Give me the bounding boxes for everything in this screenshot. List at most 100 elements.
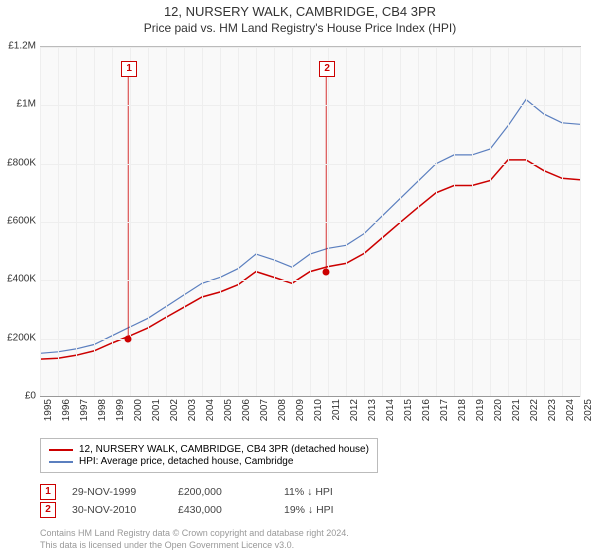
x-tick-label: 1995: [43, 399, 54, 421]
transaction-delta: 11% ↓ HPI: [284, 486, 374, 498]
gridline-v: [454, 47, 455, 397]
gridline-v: [220, 47, 221, 397]
gridline-v: [76, 47, 77, 397]
x-tick-label: 2001: [151, 399, 162, 421]
x-tick-label: 2015: [403, 399, 414, 421]
x-tick-label: 2003: [187, 399, 198, 421]
y-tick-label: £0: [25, 391, 36, 402]
transaction-date: 30-NOV-2010: [72, 504, 162, 516]
transaction-date: 29-NOV-1999: [72, 486, 162, 498]
y-axis: £0£200K£400K£600K£800K£1M£1.2M: [0, 46, 41, 396]
transaction-price: £430,000: [178, 504, 268, 516]
gridline-v: [400, 47, 401, 397]
chart-subtitle: Price paid vs. HM Land Registry's House …: [0, 21, 600, 35]
gridline-v: [112, 47, 113, 397]
x-tick-label: 2017: [439, 399, 450, 421]
marker-dot: [125, 335, 132, 342]
x-tick-label: 2022: [529, 399, 540, 421]
gridline-v: [364, 47, 365, 397]
transaction-row: 1 29-NOV-1999 £200,000 11% ↓ HPI: [40, 484, 374, 500]
gridline-v: [256, 47, 257, 397]
x-tick-label: 2021: [511, 399, 522, 421]
gridline-v: [166, 47, 167, 397]
gridline-v: [580, 47, 581, 397]
transaction-row: 2 30-NOV-2010 £430,000 19% ↓ HPI: [40, 502, 374, 518]
x-tick-label: 2011: [331, 399, 342, 421]
gridline-v: [40, 47, 41, 397]
y-tick-label: £200K: [7, 332, 36, 343]
gridline-v: [436, 47, 437, 397]
transaction-marker: 1: [40, 484, 56, 500]
marker-box: 1: [121, 61, 137, 77]
y-tick-label: £400K: [7, 274, 36, 285]
gridline-v: [418, 47, 419, 397]
x-tick-label: 2002: [169, 399, 180, 421]
x-tick-label: 1997: [79, 399, 90, 421]
title-block: 12, NURSERY WALK, CAMBRIDGE, CB4 3PR Pri…: [0, 0, 600, 35]
legend-swatch: [49, 449, 73, 451]
gridline-v: [328, 47, 329, 397]
gridline-v: [490, 47, 491, 397]
marker-dot: [323, 268, 330, 275]
y-tick-label: £1M: [17, 99, 36, 110]
legend-item: 12, NURSERY WALK, CAMBRIDGE, CB4 3PR (de…: [49, 444, 369, 455]
transaction-marker: 2: [40, 502, 56, 518]
gridline-v: [346, 47, 347, 397]
y-tick-label: £800K: [7, 157, 36, 168]
gridline-v: [58, 47, 59, 397]
x-tick-label: 2000: [133, 399, 144, 421]
legend-swatch: [49, 461, 73, 463]
x-tick-label: 1999: [115, 399, 126, 421]
x-tick-label: 2010: [313, 399, 324, 421]
x-tick-label: 1996: [61, 399, 72, 421]
attribution-line: This data is licensed under the Open Gov…: [40, 540, 349, 552]
x-tick-label: 2024: [565, 399, 576, 421]
transactions-table: 1 29-NOV-1999 £200,000 11% ↓ HPI 2 30-NOV-201…: [40, 482, 374, 520]
gridline-v: [148, 47, 149, 397]
x-axis: 1995199619971998199920002001200220032004…: [40, 396, 580, 397]
x-tick-label: 2006: [241, 399, 252, 421]
gridline-v: [274, 47, 275, 397]
chart-plot-area: 12: [40, 46, 581, 397]
x-tick-label: 2009: [295, 399, 306, 421]
x-tick-label: 2023: [547, 399, 558, 421]
x-tick-label: 2005: [223, 399, 234, 421]
x-tick-label: 2016: [421, 399, 432, 421]
x-tick-label: 2012: [349, 399, 360, 421]
x-tick-label: 2018: [457, 399, 468, 421]
transaction-delta: 19% ↓ HPI: [284, 504, 374, 516]
legend-item: HPI: Average price, detached house, Camb…: [49, 456, 369, 467]
legend-label: HPI: Average price, detached house, Camb…: [79, 456, 293, 467]
gridline-v: [472, 47, 473, 397]
gridline-v: [202, 47, 203, 397]
marker-box: 2: [319, 61, 335, 77]
y-tick-label: £1.2M: [8, 41, 36, 52]
transaction-price: £200,000: [178, 486, 268, 498]
chart-title: 12, NURSERY WALK, CAMBRIDGE, CB4 3PR: [0, 4, 600, 19]
y-tick-label: £600K: [7, 216, 36, 227]
x-tick-label: 2020: [493, 399, 504, 421]
x-tick-label: 1998: [97, 399, 108, 421]
gridline-v: [130, 47, 131, 397]
x-tick-label: 2007: [259, 399, 270, 421]
gridline-v: [292, 47, 293, 397]
gridline-v: [508, 47, 509, 397]
gridline-v: [238, 47, 239, 397]
x-tick-label: 2019: [475, 399, 486, 421]
attribution-line: Contains HM Land Registry data © Crown c…: [40, 528, 349, 540]
gridline-v: [94, 47, 95, 397]
gridline-v: [562, 47, 563, 397]
gridline-v: [382, 47, 383, 397]
x-tick-label: 2014: [385, 399, 396, 421]
gridline-v: [526, 47, 527, 397]
legend: 12, NURSERY WALK, CAMBRIDGE, CB4 3PR (de…: [40, 438, 378, 473]
gridline-v: [184, 47, 185, 397]
x-tick-label: 2013: [367, 399, 378, 421]
legend-label: 12, NURSERY WALK, CAMBRIDGE, CB4 3PR (de…: [79, 444, 369, 455]
gridline-v: [310, 47, 311, 397]
gridline-v: [544, 47, 545, 397]
x-tick-label: 2008: [277, 399, 288, 421]
x-tick-label: 2004: [205, 399, 216, 421]
attribution: Contains HM Land Registry data © Crown c…: [40, 528, 349, 551]
x-tick-label: 2025: [583, 399, 594, 421]
